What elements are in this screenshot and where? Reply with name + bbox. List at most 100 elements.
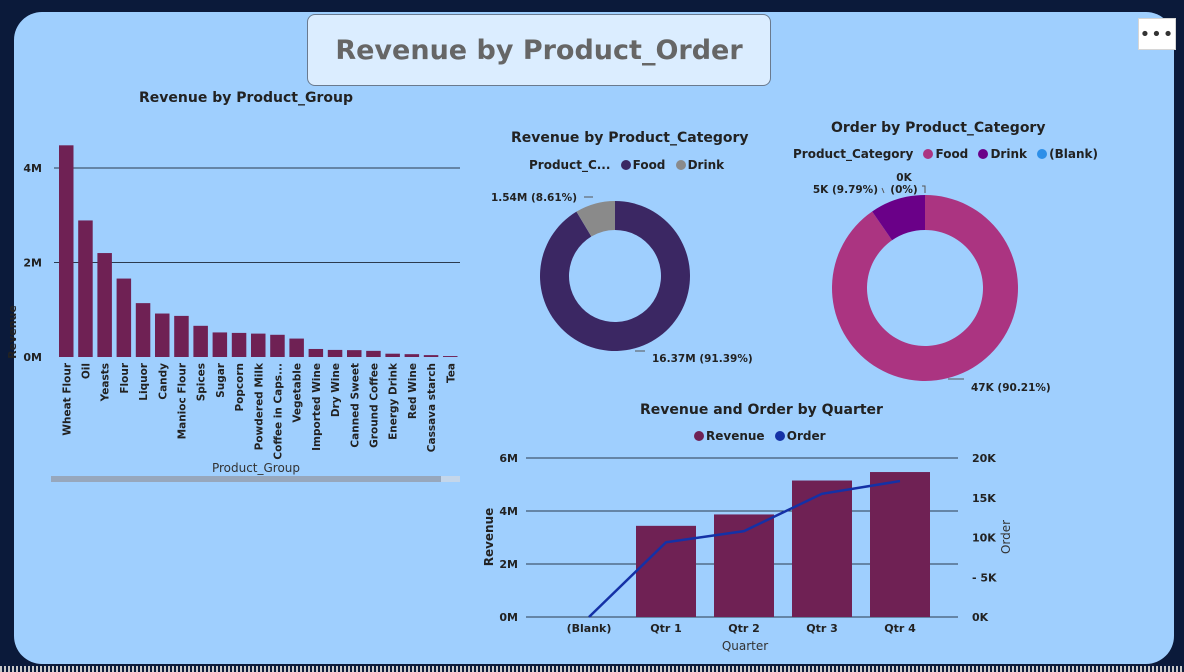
scrollbar-thumb[interactable] bbox=[51, 476, 441, 482]
legend-blank-marker bbox=[1037, 149, 1048, 159]
revenue-category-chart-title: Revenue by Product_Category bbox=[511, 130, 749, 146]
legend-blank-label[interactable]: (Blank) bbox=[1049, 147, 1099, 161]
bar-energy-drink[interactable] bbox=[385, 353, 400, 357]
slice-food[interactable] bbox=[832, 195, 1018, 381]
bottom-border bbox=[0, 666, 1184, 672]
x-tick-label: Red Wine bbox=[407, 363, 419, 419]
y-tick-label: 2M bbox=[23, 257, 42, 270]
y2-tick-label: - 5K bbox=[972, 571, 997, 584]
revenue-by-product-group-chart: Revenue 0M 2M 4M Wheat Flour Oil Yeasts Flour… bbox=[6, 145, 460, 475]
legend-drink-marker bbox=[978, 149, 989, 159]
y-tick-label: 0M bbox=[23, 351, 42, 364]
y-tick-label: 0M bbox=[499, 611, 518, 624]
bar-manioc-flour[interactable] bbox=[174, 315, 189, 357]
y2-tick-label: 20K bbox=[972, 452, 996, 465]
legend-revenue-label[interactable]: Revenue bbox=[706, 429, 765, 443]
x-tick-label: Liquor bbox=[138, 362, 150, 400]
x-tick-label: Energy Drink bbox=[388, 362, 400, 440]
bar-candy[interactable] bbox=[155, 313, 170, 357]
x-tick-label: Yeasts bbox=[100, 363, 112, 402]
bar-popcorn[interactable] bbox=[231, 332, 247, 357]
bar-yeasts[interactable] bbox=[97, 253, 112, 357]
x-tick-label: Vegetable bbox=[292, 363, 304, 423]
legend-order-marker bbox=[774, 431, 785, 441]
legend-drink-label[interactable]: Drink bbox=[687, 158, 725, 172]
legend-food-marker bbox=[620, 160, 631, 170]
revenue-by-category-donut: 16.37M (91.39%) 1.54M (8.61%) bbox=[491, 192, 753, 365]
x-tick-label: Canned Sweet bbox=[349, 363, 361, 448]
bar-cassava-starch[interactable] bbox=[423, 355, 439, 357]
legend-order-label[interactable]: Order bbox=[786, 429, 826, 443]
x-tick-label: Qtr 2 bbox=[728, 622, 760, 635]
data-label: 0K bbox=[896, 172, 912, 184]
legend-food-label[interactable]: Food bbox=[632, 158, 666, 172]
bar-spices[interactable] bbox=[193, 325, 208, 357]
legend-title: Product_C... bbox=[529, 158, 611, 172]
y-tick-label: 2M bbox=[499, 558, 518, 571]
product-group-xlabel: Product_Group bbox=[212, 461, 300, 475]
bar-dry-wine[interactable] bbox=[327, 349, 343, 357]
y2-tick-label: 0K bbox=[972, 611, 989, 624]
bar-oil[interactable] bbox=[78, 220, 93, 357]
product-group-scrollbar[interactable] bbox=[51, 476, 460, 482]
x-tick-label: Spices bbox=[196, 363, 208, 401]
x-tick-label: Cassava starch bbox=[426, 363, 438, 452]
bar-coffee-in-caps-[interactable] bbox=[270, 334, 285, 357]
order-by-category-donut: 47K (90.21%) 5K (9.79%) 0K(0%) bbox=[813, 172, 1051, 394]
y-tick-label: 6M bbox=[499, 452, 518, 465]
x-tick-label: Coffee in Caps... bbox=[272, 363, 284, 460]
bar-wheat-flour[interactable] bbox=[59, 145, 74, 357]
legend-food-label[interactable]: Food bbox=[935, 147, 969, 161]
x-tick-label: Ground Coffee bbox=[368, 363, 380, 448]
revenue-bar-qtr4[interactable] bbox=[870, 472, 930, 617]
x-tick-label: Popcorn bbox=[234, 363, 246, 412]
x-tick-label: Qtr 1 bbox=[650, 622, 682, 635]
bar-imported-wine[interactable] bbox=[308, 348, 324, 357]
x-tick-label: Oil bbox=[80, 363, 92, 379]
bar-tea[interactable] bbox=[443, 356, 458, 357]
bar-liquor[interactable] bbox=[135, 303, 151, 357]
quarter-ylabel: Revenue bbox=[482, 508, 496, 567]
quarter-y2label: Order bbox=[999, 520, 1013, 554]
quarter-chart-title: Revenue and Order by Quarter bbox=[640, 402, 883, 418]
report-title: Revenue by Product_Order bbox=[307, 14, 771, 86]
bar-vegetable[interactable] bbox=[289, 338, 304, 357]
legend-revenue-marker bbox=[694, 431, 704, 441]
y-tick-label: 4M bbox=[499, 505, 518, 518]
data-label: (0%) bbox=[890, 184, 917, 196]
legend-drink-label[interactable]: Drink bbox=[990, 147, 1027, 161]
more-options-button[interactable]: ••• bbox=[1138, 18, 1176, 50]
slice-drink[interactable] bbox=[872, 195, 925, 241]
revenue-bar-qtr3[interactable] bbox=[792, 480, 852, 617]
legend-food-marker bbox=[923, 149, 934, 159]
x-tick-label: Wheat Flour bbox=[61, 362, 73, 435]
leader-line bbox=[881, 187, 885, 194]
quarter-xlabel: Quarter bbox=[722, 639, 768, 653]
x-tick-label: Tea bbox=[445, 363, 457, 383]
bar-ground-coffee[interactable] bbox=[366, 350, 381, 357]
x-tick-label: Dry Wine bbox=[330, 363, 342, 417]
y-tick-label: 4M bbox=[23, 162, 42, 175]
data-label: 5K (9.79%) bbox=[813, 184, 878, 196]
x-tick-label: Sugar bbox=[215, 362, 227, 398]
data-label: 47K (90.21%) bbox=[971, 382, 1051, 394]
bar-flour[interactable] bbox=[116, 278, 132, 357]
x-tick-label: (Blank) bbox=[567, 622, 612, 635]
slice-food[interactable] bbox=[540, 201, 690, 352]
bar-canned-sweet[interactable] bbox=[347, 350, 362, 357]
bar-red-wine[interactable] bbox=[404, 354, 420, 357]
bar-powdered-milk[interactable] bbox=[251, 333, 266, 357]
legend-drink-marker bbox=[675, 160, 686, 170]
product-group-ylabel: Revenue bbox=[6, 305, 19, 359]
revenue-and-order-by-quarter-chart: Revenue Order Quarter 0M 2M 4M 6M 0K - 5K 10K 1… bbox=[482, 452, 1013, 653]
x-tick-label: Imported Wine bbox=[311, 363, 323, 451]
bar-sugar[interactable] bbox=[212, 332, 228, 357]
order-line[interactable] bbox=[588, 479, 901, 618]
order-category-chart-title: Order by Product_Category bbox=[831, 120, 1046, 136]
order-category-legend: Product_Category Food Drink (Blank) bbox=[793, 147, 1098, 161]
y2-tick-label: 10K bbox=[972, 532, 996, 545]
slice-drink[interactable] bbox=[576, 201, 615, 237]
x-tick-label: Qtr 3 bbox=[806, 622, 838, 635]
x-tick-label: Qtr 4 bbox=[884, 622, 916, 635]
